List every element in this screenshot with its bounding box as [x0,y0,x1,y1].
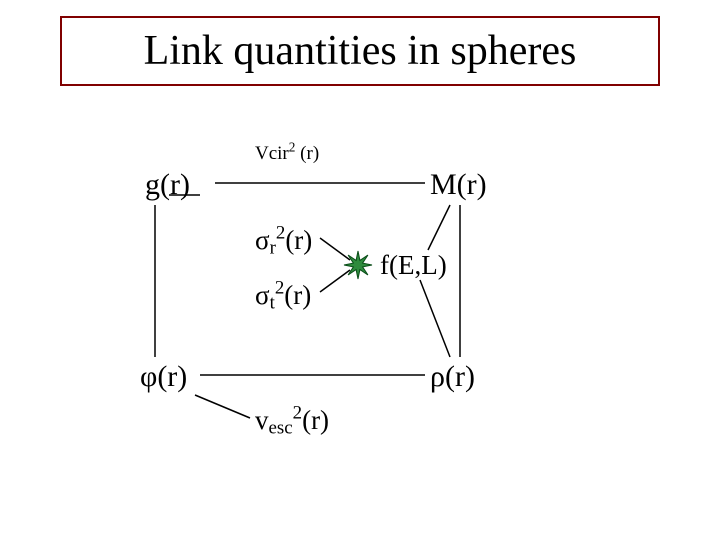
star-icon [342,249,374,281]
node-vesc: vesc2(r) [255,405,329,436]
node-g: g(r) [145,168,190,202]
node-vcir: Vcir2 (r) [255,143,319,165]
node-rho: ρ(r) [430,360,475,394]
slide-root: Link quantities in spheres g(r) M(r) Vci… [0,0,720,540]
node-sigt: σt2(r) [255,280,311,311]
node-phi: φ(r) [140,360,187,394]
node-sigr: σr2(r) [255,225,312,256]
node-fEL: f(E,L) [380,250,447,281]
title-box: Link quantities in spheres [60,16,660,86]
node-M: M(r) [430,168,487,202]
slide-title: Link quantities in spheres [144,27,577,75]
